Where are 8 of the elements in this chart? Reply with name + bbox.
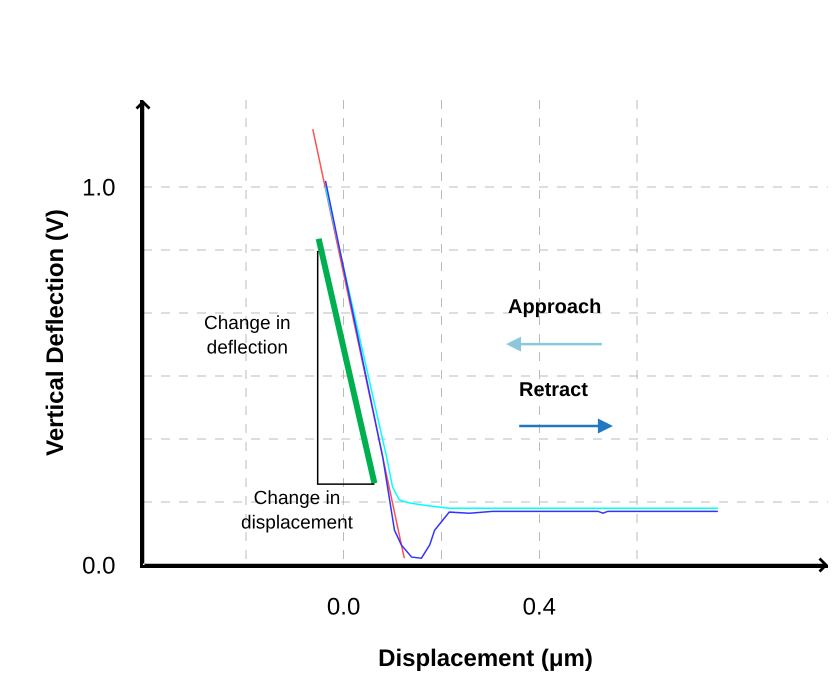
y-tick-label: 1.0 — [82, 174, 116, 202]
annotation: Change in displacement — [241, 488, 354, 534]
annotation: Change in deflection — [204, 313, 291, 359]
annotation: Approach — [508, 296, 602, 318]
x-tick-label: 0.4 — [522, 594, 556, 621]
annotation: Retract — [519, 379, 588, 401]
y-axis-title: Vertical Deflection (V) — [42, 209, 70, 456]
x-axis-title: Displacement (μm) — [378, 644, 593, 672]
